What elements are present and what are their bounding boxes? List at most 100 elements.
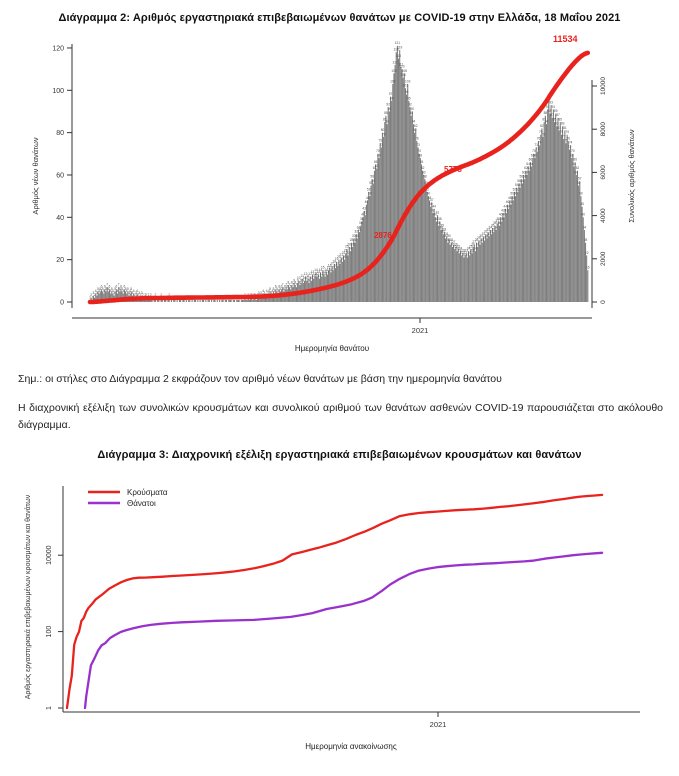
bar bbox=[346, 249, 348, 302]
bar-value-label: 6 bbox=[275, 285, 277, 289]
bar-value-label: 36 bbox=[437, 221, 441, 225]
bar bbox=[336, 261, 338, 302]
bar bbox=[587, 270, 589, 302]
bar-value-label: 10 bbox=[297, 276, 301, 280]
bar bbox=[524, 179, 526, 302]
bar bbox=[433, 208, 435, 302]
bar-value-label: 6 bbox=[278, 285, 280, 289]
bar bbox=[194, 299, 197, 302]
bar-value-label: 82 bbox=[540, 124, 544, 128]
bar-value-label: 84 bbox=[412, 120, 416, 124]
bar-value-label: 22 bbox=[585, 251, 589, 255]
bar bbox=[165, 299, 167, 302]
bar-value-label: 24 bbox=[455, 247, 459, 251]
bar bbox=[508, 208, 510, 302]
bar-value-label: 48 bbox=[511, 196, 515, 200]
bar bbox=[125, 291, 127, 303]
chart2-title: Διάγραμμα 2: Αριθμός εργαστηριακά επιβεβ… bbox=[58, 12, 621, 24]
bar-value-label: 5 bbox=[127, 287, 129, 291]
bar bbox=[182, 299, 184, 302]
bar bbox=[243, 299, 245, 302]
bar-value-label: 12 bbox=[323, 272, 327, 276]
bar bbox=[486, 238, 488, 302]
bar bbox=[183, 299, 185, 302]
x-axis-title: Ημερομηνία ανακοίνωσης bbox=[305, 742, 397, 751]
bar-value-label: 26 bbox=[476, 242, 480, 246]
bar bbox=[571, 158, 573, 302]
bar bbox=[464, 255, 466, 302]
bar-value-label: 22 bbox=[463, 251, 467, 255]
bar-value-label: 56 bbox=[521, 179, 525, 183]
bar bbox=[114, 291, 116, 303]
bar-value-label: 60 bbox=[522, 170, 526, 174]
bar-value-label: 6 bbox=[101, 285, 103, 289]
bar-value-label: 36 bbox=[498, 221, 502, 225]
bar-value-label: 5 bbox=[111, 287, 113, 291]
bar-value-label: 4 bbox=[126, 289, 128, 293]
bar bbox=[526, 174, 528, 302]
y-axis-tick-label: 100 bbox=[46, 626, 53, 638]
bar bbox=[253, 297, 255, 302]
bar bbox=[441, 227, 443, 302]
bar bbox=[511, 196, 513, 302]
bar-value-label: 35 bbox=[491, 223, 495, 227]
line-annotation: 11534 bbox=[553, 34, 578, 44]
bar-value-label: 70 bbox=[532, 149, 536, 153]
bar bbox=[388, 111, 390, 302]
bar bbox=[426, 191, 428, 302]
bar-value-label: 36 bbox=[359, 221, 363, 225]
bar bbox=[225, 299, 228, 302]
bar-value-label: 8 bbox=[288, 281, 290, 285]
bar bbox=[185, 299, 187, 302]
bar-value-label: 25 bbox=[345, 245, 349, 249]
bar bbox=[261, 297, 263, 302]
right-axis-tick-label: 0 bbox=[600, 300, 607, 304]
bar bbox=[558, 130, 560, 302]
bar-value-label: 4 bbox=[266, 289, 268, 293]
bar-value-label: 48 bbox=[428, 196, 432, 200]
bar-value-label: 25 bbox=[456, 245, 460, 249]
bar-value-label: 52 bbox=[516, 187, 520, 191]
bar bbox=[381, 132, 384, 302]
right-axis-tick-label: 4000 bbox=[600, 208, 607, 223]
series-line-Κρούσματα bbox=[65, 493, 604, 710]
bar-value-label: 7 bbox=[296, 283, 298, 287]
bars-group bbox=[89, 45, 589, 303]
bar bbox=[188, 299, 190, 302]
bar-value-label: 84 bbox=[385, 120, 389, 124]
bar-value-label: 13 bbox=[322, 270, 326, 274]
bar bbox=[482, 236, 484, 302]
bar-value-label: 88 bbox=[544, 111, 548, 115]
bar-value-label: 101 bbox=[403, 84, 409, 88]
bar bbox=[396, 45, 398, 303]
bar-value-label: 4 bbox=[129, 289, 131, 293]
bar bbox=[487, 232, 489, 302]
y-axis-tick-label: 1 bbox=[46, 706, 53, 710]
bar bbox=[579, 181, 581, 302]
bar bbox=[578, 185, 580, 302]
bar-value-label: 85 bbox=[553, 118, 557, 122]
bar-value-label: 13 bbox=[317, 270, 321, 274]
bar bbox=[267, 295, 269, 302]
bar bbox=[95, 293, 97, 302]
bar-value-label: 28 bbox=[481, 238, 485, 242]
bar-value-label: 34 bbox=[439, 225, 443, 229]
bar-value-label: 2 bbox=[142, 293, 144, 297]
bar-value-label: 76 bbox=[415, 137, 419, 141]
bar-value-label: 2 bbox=[90, 293, 92, 297]
bar-value-label: 6 bbox=[124, 285, 126, 289]
bar-value-label: 2 bbox=[140, 293, 142, 297]
bar bbox=[180, 299, 182, 302]
bar bbox=[420, 164, 423, 302]
bar-value-label: 22 bbox=[346, 251, 350, 255]
bar bbox=[207, 299, 209, 302]
bar-value-label: 42 bbox=[505, 209, 509, 213]
bar bbox=[233, 299, 236, 302]
x-axis-tick-label: 2021 bbox=[430, 720, 447, 729]
bar-value-label: 24 bbox=[474, 247, 478, 251]
bar bbox=[391, 100, 393, 302]
bar bbox=[201, 299, 203, 302]
bar bbox=[574, 162, 576, 302]
bar bbox=[540, 134, 542, 302]
bar-value-label: 70 bbox=[376, 149, 380, 153]
